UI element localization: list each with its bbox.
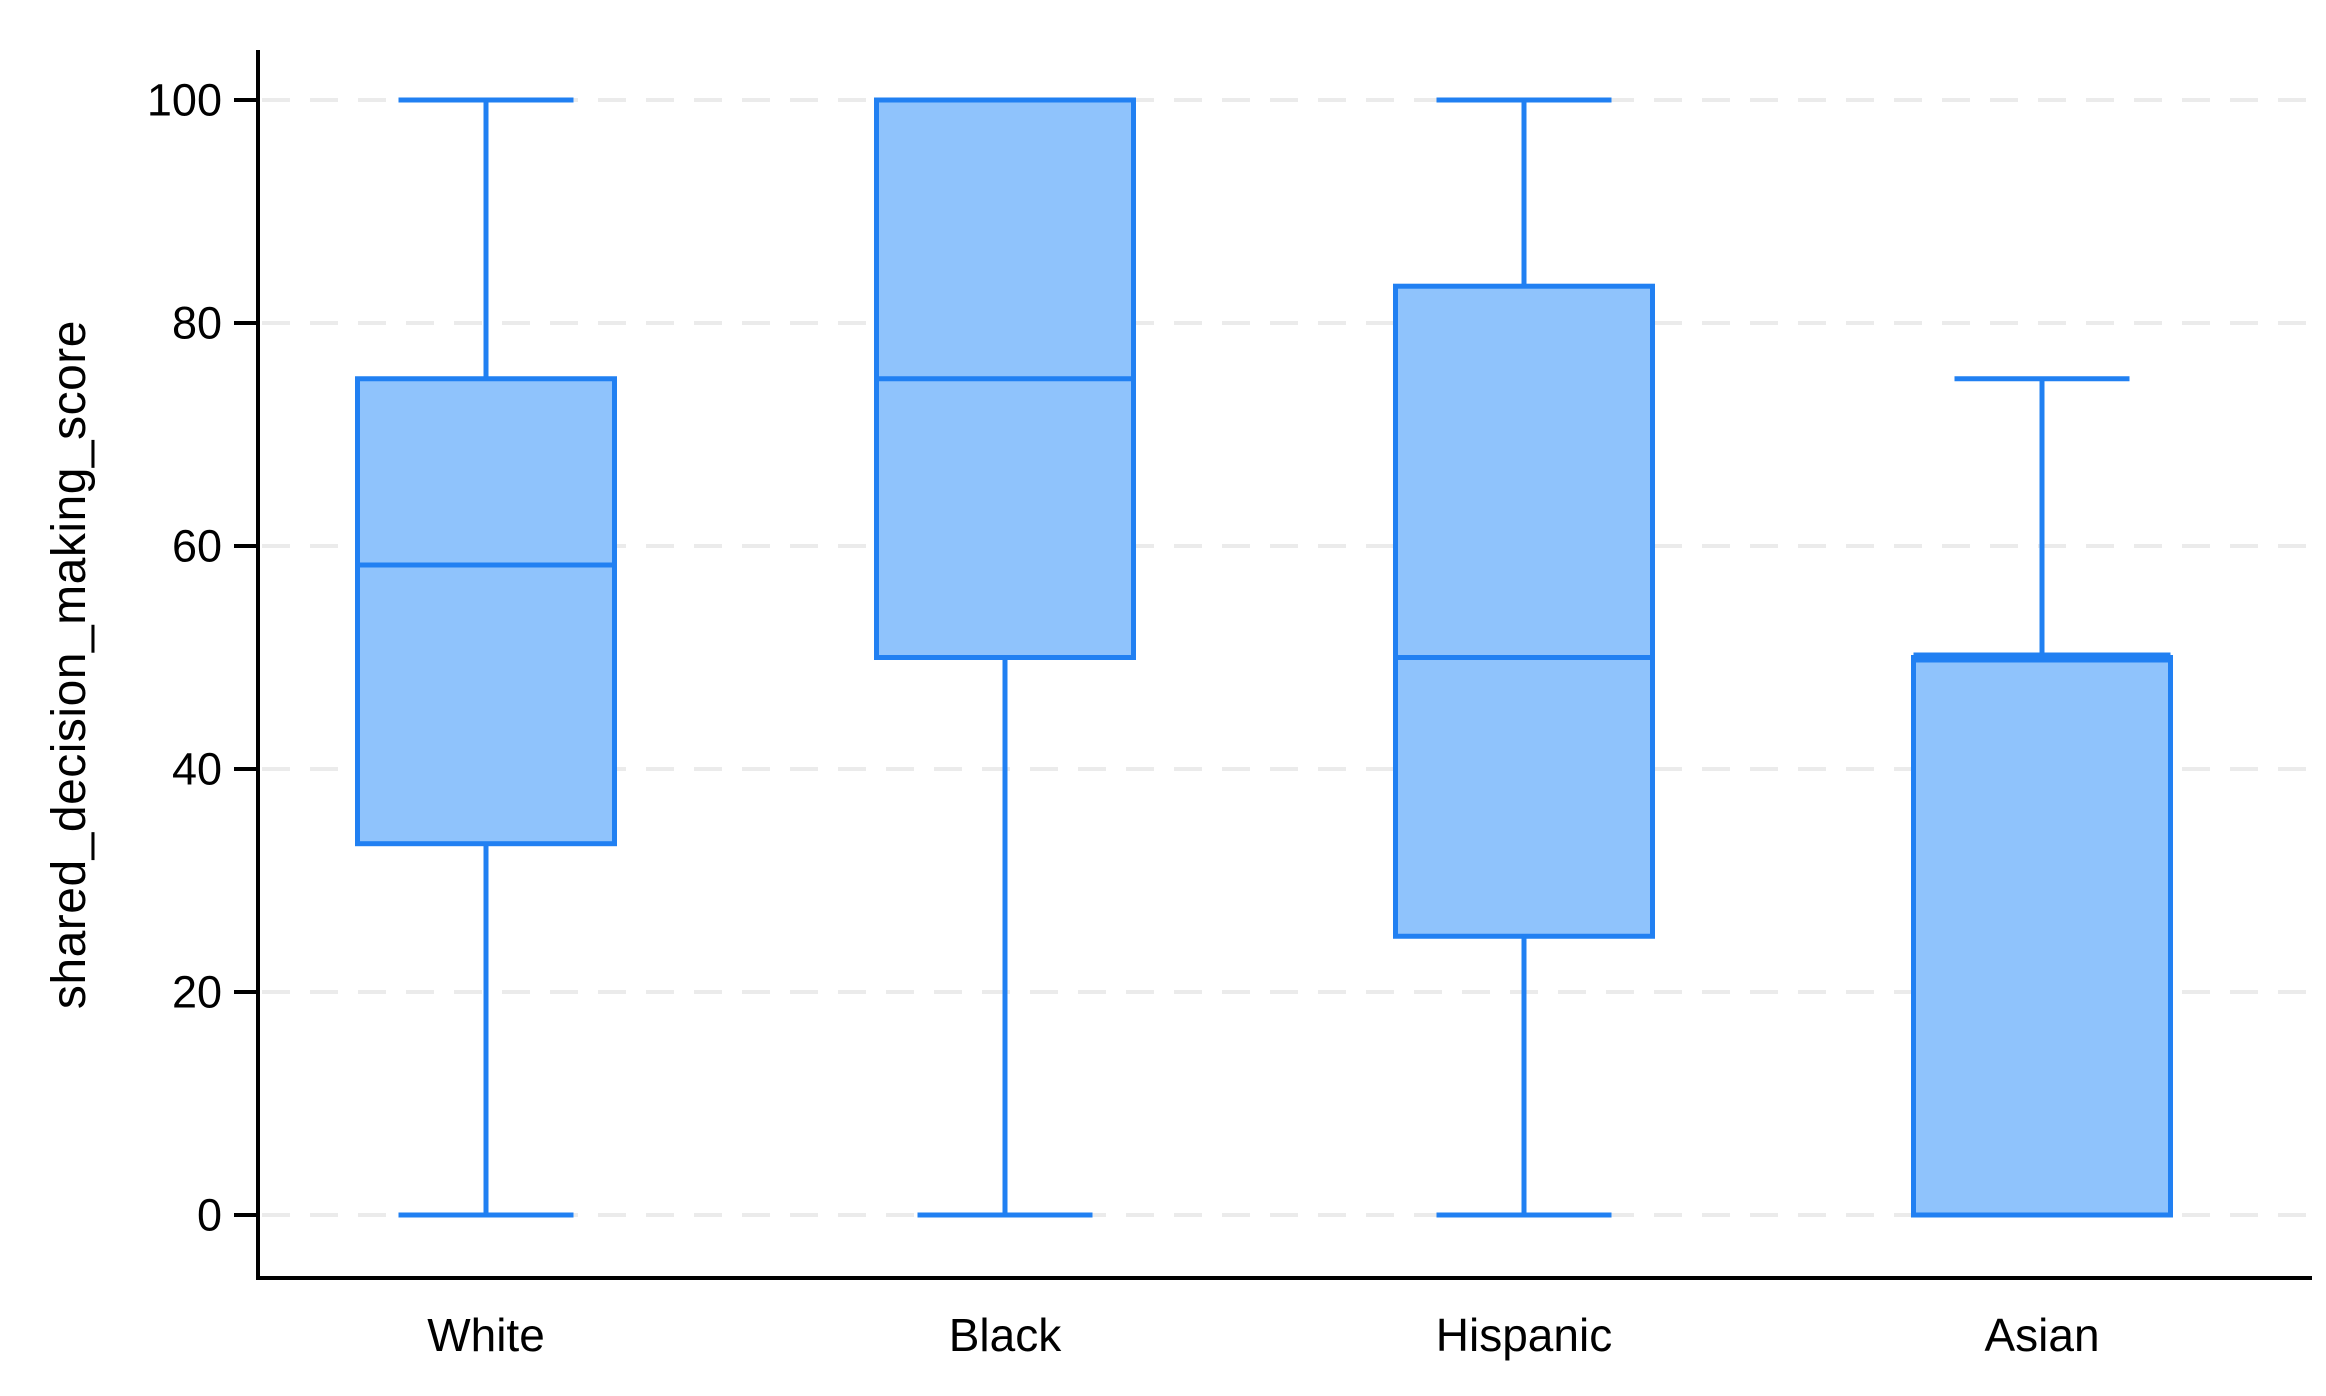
x-category-label-black: Black [949,1309,1062,1361]
y-tick-label-0: 0 [197,1190,222,1241]
box-white [355,376,617,847]
y-tick-label-20: 20 [172,967,222,1018]
x-category-label-asian: Asian [1984,1309,2099,1361]
y-tick-label-100: 100 [147,75,222,126]
box-hispanic [1393,283,1655,939]
y-tick-label-80: 80 [172,298,222,349]
x-category-label-hispanic: Hispanic [1436,1309,1612,1361]
y-tick-label-40: 40 [172,744,222,795]
y-tick-label-60: 60 [172,521,222,572]
x-category-label-white: White [427,1309,545,1361]
box-asian [1911,655,2173,1218]
